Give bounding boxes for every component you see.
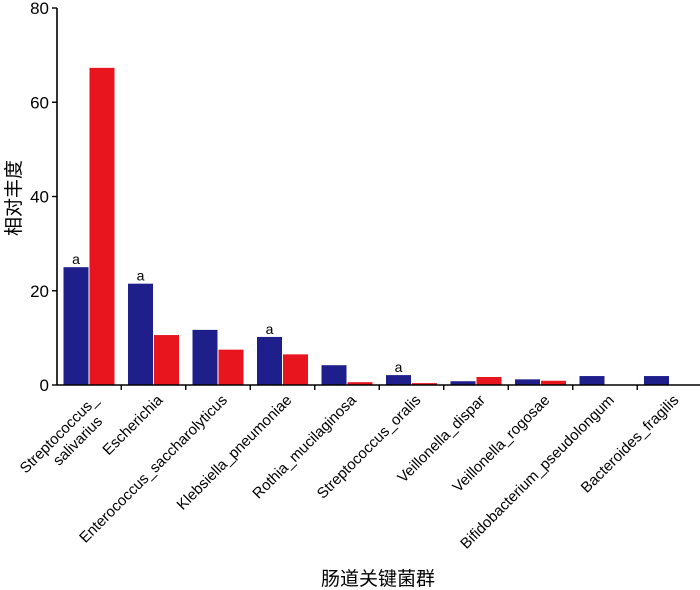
significance-label: a (395, 359, 403, 375)
y-tick-label: 60 (30, 93, 49, 112)
y-ticks-layer: 0 20 40 60 80 (30, 0, 57, 395)
bar (218, 349, 244, 385)
bar (283, 354, 308, 385)
y-tick-label: 0 (40, 376, 49, 395)
bar (644, 376, 669, 385)
x-labels-layer: Streptococcus_salivariusEscherichiaEnter… (17, 391, 683, 552)
axes-layer (56, 8, 700, 390)
bar (476, 376, 502, 385)
bar (386, 375, 411, 385)
significance-label: a (137, 268, 145, 284)
bar (192, 329, 218, 385)
bar (257, 336, 282, 385)
x-tick-label: Klebsiella_pneumoniae (174, 392, 296, 514)
y-tick-label: 20 (30, 282, 49, 301)
bar (321, 365, 347, 385)
bar (89, 67, 115, 385)
significance-label: a (266, 321, 274, 337)
y-tick-label: 80 (30, 0, 49, 18)
y-axis-title: 相对丰度 (3, 160, 25, 236)
x-tick-label: Streptococcus_salivarius (17, 391, 115, 489)
bar (515, 379, 540, 385)
bar (412, 383, 437, 385)
x-axis-title: 肠道关键菌群 (321, 568, 435, 590)
bar (128, 283, 153, 385)
bars-layer (63, 67, 669, 385)
annotations-layer: a a a a (72, 251, 403, 375)
x-tick-label: Escherichia (99, 391, 166, 458)
bar (347, 382, 373, 385)
bar (450, 381, 476, 385)
y-tick-label: 40 (30, 188, 49, 207)
bar (541, 380, 566, 385)
bar (63, 267, 89, 385)
significance-label: a (72, 251, 80, 267)
bar (579, 376, 605, 385)
bar (154, 335, 179, 385)
